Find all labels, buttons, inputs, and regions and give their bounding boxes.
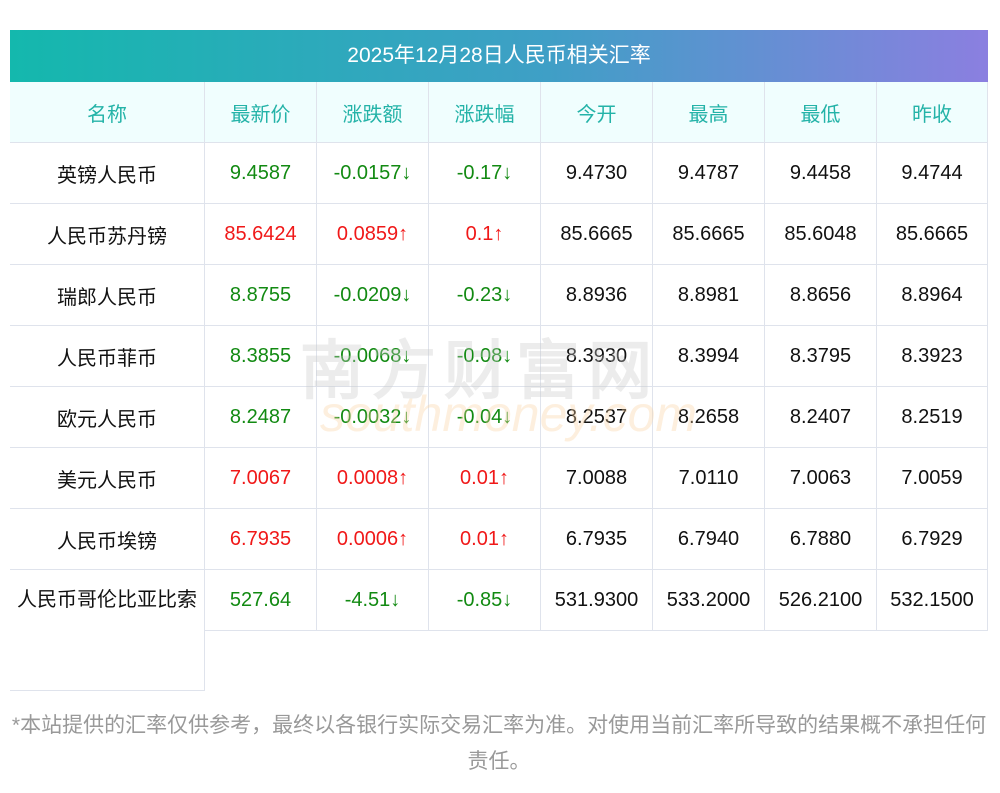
table-header-row: 名称 最新价 涨跌额 涨跌幅 今开 最高 最低 昨收: [10, 82, 988, 143]
currency-pair-name: 英镑人民币: [10, 143, 205, 204]
open-cell: 85.6665: [541, 204, 653, 265]
currency-pair-name: 人民币苏丹镑: [10, 204, 205, 265]
table-row: 人民币哥伦比亚比索 527.64 -4.51↓ -0.85↓ 531.9300 533.2…: [10, 570, 988, 691]
prev-cell: 85.6665: [877, 204, 988, 265]
disclaimer-note: *本站提供的汇率仅供参考，最终以各银行实际交易汇率为准。对使用当前汇率所导致的结…: [11, 714, 987, 773]
price-cell: 9.4587: [205, 143, 317, 204]
table-row: 人民币埃镑 6.7935 0.0006↑ 0.01↑ 6.7935 6.7940 6.788…: [10, 509, 988, 570]
column-header: 今开: [541, 82, 653, 143]
change-cell: -0.0157↓: [317, 143, 429, 204]
currency-pair-name: 人民币菲币: [10, 326, 205, 387]
open-cell: 8.3930: [541, 326, 653, 387]
change-cell: -0.0032↓: [317, 387, 429, 448]
change-cell: -0.0209↓: [317, 265, 429, 326]
open-cell: 7.0088: [541, 448, 653, 509]
pct-cell: -0.08↓: [429, 326, 541, 387]
low-cell: 8.2407: [765, 387, 877, 448]
table-row: 英镑人民币 9.4587 -0.0157↓ -0.17↓ 9.4730 9.4787 9.4…: [10, 143, 988, 204]
prev-cell: 8.2519: [877, 387, 988, 448]
pct-cell: 0.01↑: [429, 448, 541, 509]
prev-cell: 8.3923: [877, 326, 988, 387]
price-cell: 8.2487: [205, 387, 317, 448]
high-cell: 8.3994: [653, 326, 765, 387]
pct-cell: -0.04↓: [429, 387, 541, 448]
high-cell: 8.2658: [653, 387, 765, 448]
change-cell: 0.0006↑: [317, 509, 429, 570]
high-cell: 7.0110: [653, 448, 765, 509]
price-cell: 7.0067: [205, 448, 317, 509]
pct-cell: 0.1↑: [429, 204, 541, 265]
low-cell: 7.0063: [765, 448, 877, 509]
price-cell: 527.64: [205, 570, 317, 631]
currency-pair-name: 瑞郎人民币: [10, 265, 205, 326]
column-header: 名称: [10, 82, 205, 143]
price-cell: 85.6424: [205, 204, 317, 265]
table-row: 欧元人民币 8.2487 -0.0032↓ -0.04↓ 8.2537 8.2658 8.2…: [10, 387, 988, 448]
table-row: 美元人民币 7.0067 0.0008↑ 0.01↑ 7.0088 7.0110 7.006…: [10, 448, 988, 509]
low-cell: 6.7880: [765, 509, 877, 570]
high-cell: 85.6665: [653, 204, 765, 265]
prev-cell: 532.1500: [877, 570, 988, 631]
open-cell: 9.4730: [541, 143, 653, 204]
open-cell: 8.8936: [541, 265, 653, 326]
column-header: 最低: [765, 82, 877, 143]
prev-cell: 9.4744: [877, 143, 988, 204]
exchange-rate-table: 名称 最新价 涨跌额 涨跌幅 今开 最高 最低 昨收 英镑人民币 9.4587 -0.0157↓ -…: [10, 82, 988, 691]
low-cell: 85.6048: [765, 204, 877, 265]
currency-pair-name: 欧元人民币: [10, 387, 205, 448]
price-cell: 8.8755: [205, 265, 317, 326]
currency-pair-name: 美元人民币: [10, 448, 205, 509]
price-cell: 6.7935: [205, 509, 317, 570]
open-cell: 6.7935: [541, 509, 653, 570]
currency-pair-name: 人民币哥伦比亚比索: [10, 570, 205, 691]
prev-cell: 7.0059: [877, 448, 988, 509]
table-row: 人民币菲币 8.3855 -0.0068↓ -0.08↓ 8.3930 8.3994 8.3…: [10, 326, 988, 387]
open-cell: 8.2537: [541, 387, 653, 448]
low-cell: 9.4458: [765, 143, 877, 204]
currency-pair-name: 人民币埃镑: [10, 509, 205, 570]
column-header: 最高: [653, 82, 765, 143]
low-cell: 8.3795: [765, 326, 877, 387]
change-cell: -0.0068↓: [317, 326, 429, 387]
change-cell: 0.0859↑: [317, 204, 429, 265]
column-header: 涨跌额: [317, 82, 429, 143]
table-row: 瑞郎人民币 8.8755 -0.0209↓ -0.23↓ 8.8936 8.8981 8.8…: [10, 265, 988, 326]
pct-cell: -0.17↓: [429, 143, 541, 204]
high-cell: 9.4787: [653, 143, 765, 204]
column-header: 最新价: [205, 82, 317, 143]
table-row: 人民币苏丹镑 85.6424 0.0859↑ 0.1↑ 85.6665 85.6665 85…: [10, 204, 988, 265]
column-header: 涨跌幅: [429, 82, 541, 143]
low-cell: 526.2100: [765, 570, 877, 631]
high-cell: 6.7940: [653, 509, 765, 570]
column-header: 昨收: [877, 82, 988, 143]
pct-cell: -0.85↓: [429, 570, 541, 631]
table-title: 2025年12月28日人民币相关汇率: [10, 30, 988, 82]
prev-cell: 8.8964: [877, 265, 988, 326]
price-cell: 8.3855: [205, 326, 317, 387]
change-cell: 0.0008↑: [317, 448, 429, 509]
open-cell: 531.9300: [541, 570, 653, 631]
prev-cell: 6.7929: [877, 509, 988, 570]
low-cell: 8.8656: [765, 265, 877, 326]
high-cell: 8.8981: [653, 265, 765, 326]
pct-cell: 0.01↑: [429, 509, 541, 570]
pct-cell: -0.23↓: [429, 265, 541, 326]
high-cell: 533.2000: [653, 570, 765, 631]
change-cell: -4.51↓: [317, 570, 429, 631]
